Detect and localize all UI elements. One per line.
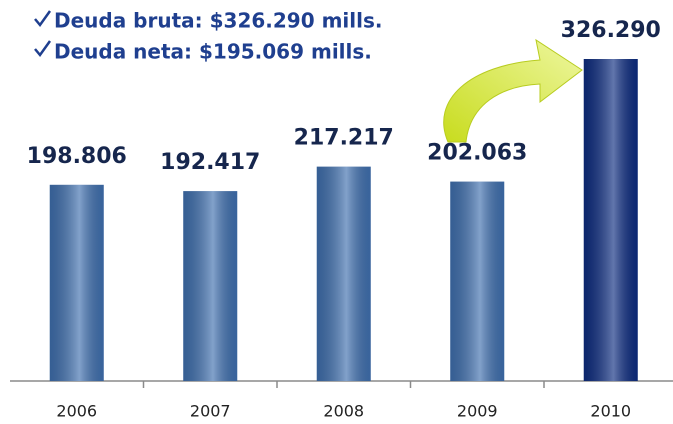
x-tick-label: 2007: [190, 402, 231, 421]
value-label: 326.290: [561, 18, 661, 43]
check-icon: [34, 40, 52, 58]
bar-shine: [583, 59, 638, 381]
bar-shine: [49, 184, 104, 381]
value-label: 198.806: [27, 144, 127, 169]
bar-shine: [316, 166, 371, 381]
value-label: 192.417: [160, 150, 260, 175]
bar-shine: [450, 181, 505, 381]
check-icon: [34, 10, 52, 28]
value-label: 202.063: [427, 141, 527, 166]
annotation: Deuda bruta: $326.290 mills.: [54, 9, 383, 33]
annotation: Deuda neta: $195.069 mills.: [54, 40, 372, 64]
x-tick-label: 2008: [323, 402, 364, 421]
arrow: [443, 38, 583, 143]
x-tick-label: 2010: [590, 402, 631, 421]
bar-shine: [183, 191, 238, 381]
x-tick-label: 2009: [457, 402, 498, 421]
x-tick-label: 2006: [56, 402, 97, 421]
value-label: 217.217: [294, 126, 394, 151]
